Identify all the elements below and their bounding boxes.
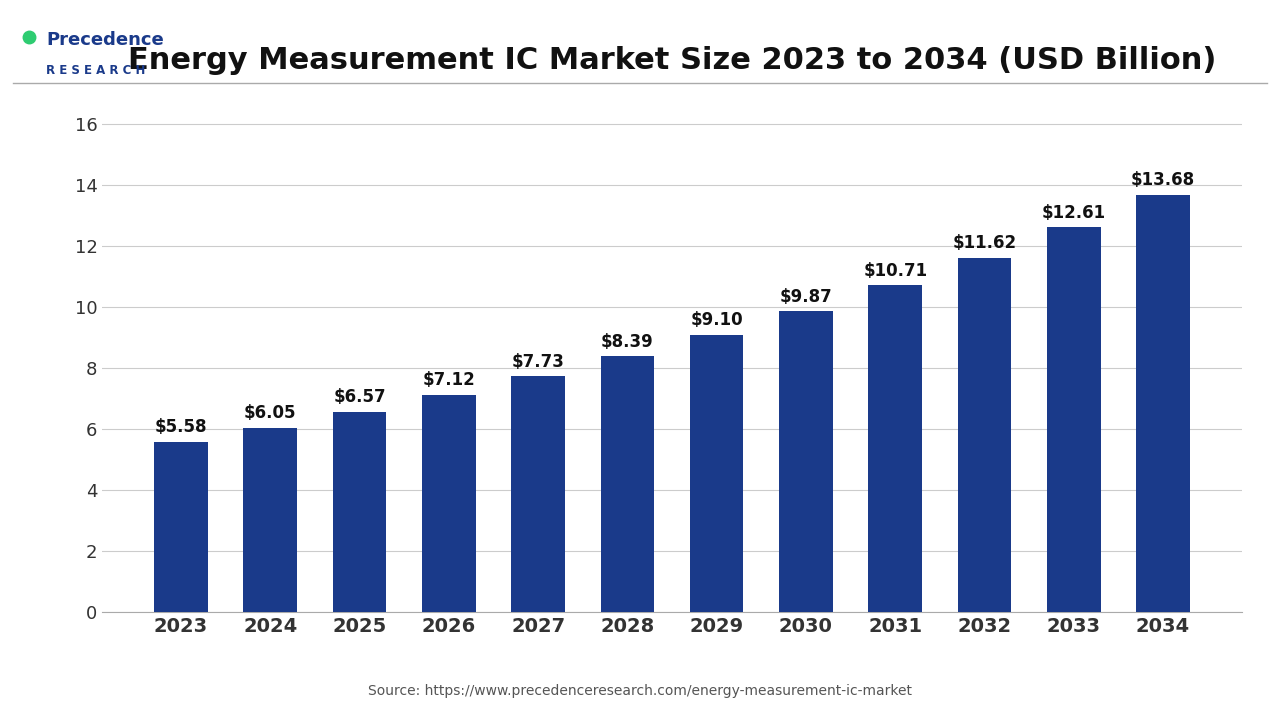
Text: $6.05: $6.05 xyxy=(244,404,297,422)
Text: $8.39: $8.39 xyxy=(602,333,654,351)
Text: Source: https://www.precedenceresearch.com/energy-measurement-ic-market: Source: https://www.precedenceresearch.c… xyxy=(369,685,911,698)
Text: $9.10: $9.10 xyxy=(690,311,742,329)
Text: Precedence: Precedence xyxy=(46,30,164,49)
Bar xyxy=(154,442,207,612)
Text: $12.61: $12.61 xyxy=(1042,204,1106,222)
Text: $5.58: $5.58 xyxy=(155,418,207,436)
Text: R E S E A R C H: R E S E A R C H xyxy=(46,64,146,77)
Bar xyxy=(957,258,1011,612)
Bar xyxy=(1047,228,1101,612)
Bar xyxy=(511,377,564,612)
Text: $10.71: $10.71 xyxy=(863,262,927,280)
Bar xyxy=(868,285,922,612)
Bar xyxy=(422,395,476,612)
Text: $7.73: $7.73 xyxy=(512,353,564,371)
Title: Energy Measurement IC Market Size 2023 to 2034 (USD Billion): Energy Measurement IC Market Size 2023 t… xyxy=(128,45,1216,75)
Bar xyxy=(780,311,833,612)
Text: $11.62: $11.62 xyxy=(952,234,1016,252)
Bar xyxy=(1137,195,1190,612)
Text: $6.57: $6.57 xyxy=(333,388,385,406)
Text: $13.68: $13.68 xyxy=(1132,171,1196,189)
Bar xyxy=(243,428,297,612)
Bar xyxy=(600,356,654,612)
Text: $9.87: $9.87 xyxy=(780,287,832,305)
Bar xyxy=(333,412,387,612)
Bar xyxy=(690,335,744,612)
Text: $7.12: $7.12 xyxy=(422,372,475,390)
